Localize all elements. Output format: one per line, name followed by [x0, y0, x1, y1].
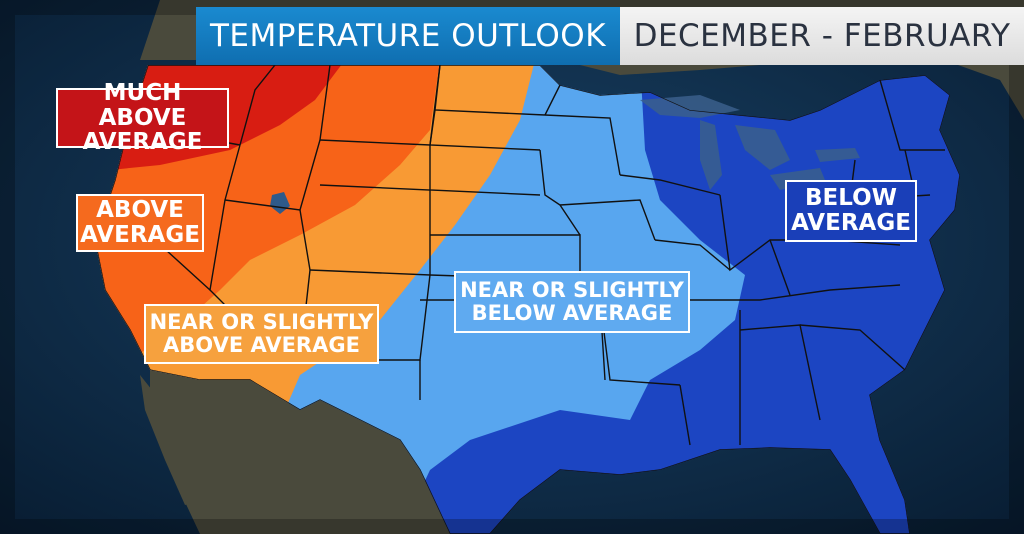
great-lakes: [640, 95, 860, 190]
mexico-land: [150, 370, 450, 534]
label-below-average: BELOW AVERAGE: [785, 180, 917, 242]
baja-peninsula: [140, 375, 200, 505]
label-near-slightly-above: NEAR OR SLIGHTLY ABOVE AVERAGE: [144, 304, 379, 364]
label-much-above-average: MUCH ABOVE AVERAGE: [56, 80, 229, 155]
outlook-title: TEMPERATURE OUTLOOK: [196, 7, 620, 65]
outlook-period: DECEMBER - FEBRUARY: [620, 7, 1024, 65]
label-above-average: ABOVE AVERAGE: [76, 194, 204, 252]
label-near-slightly-below: NEAR OR SLIGHTLY BELOW AVERAGE: [454, 271, 690, 333]
